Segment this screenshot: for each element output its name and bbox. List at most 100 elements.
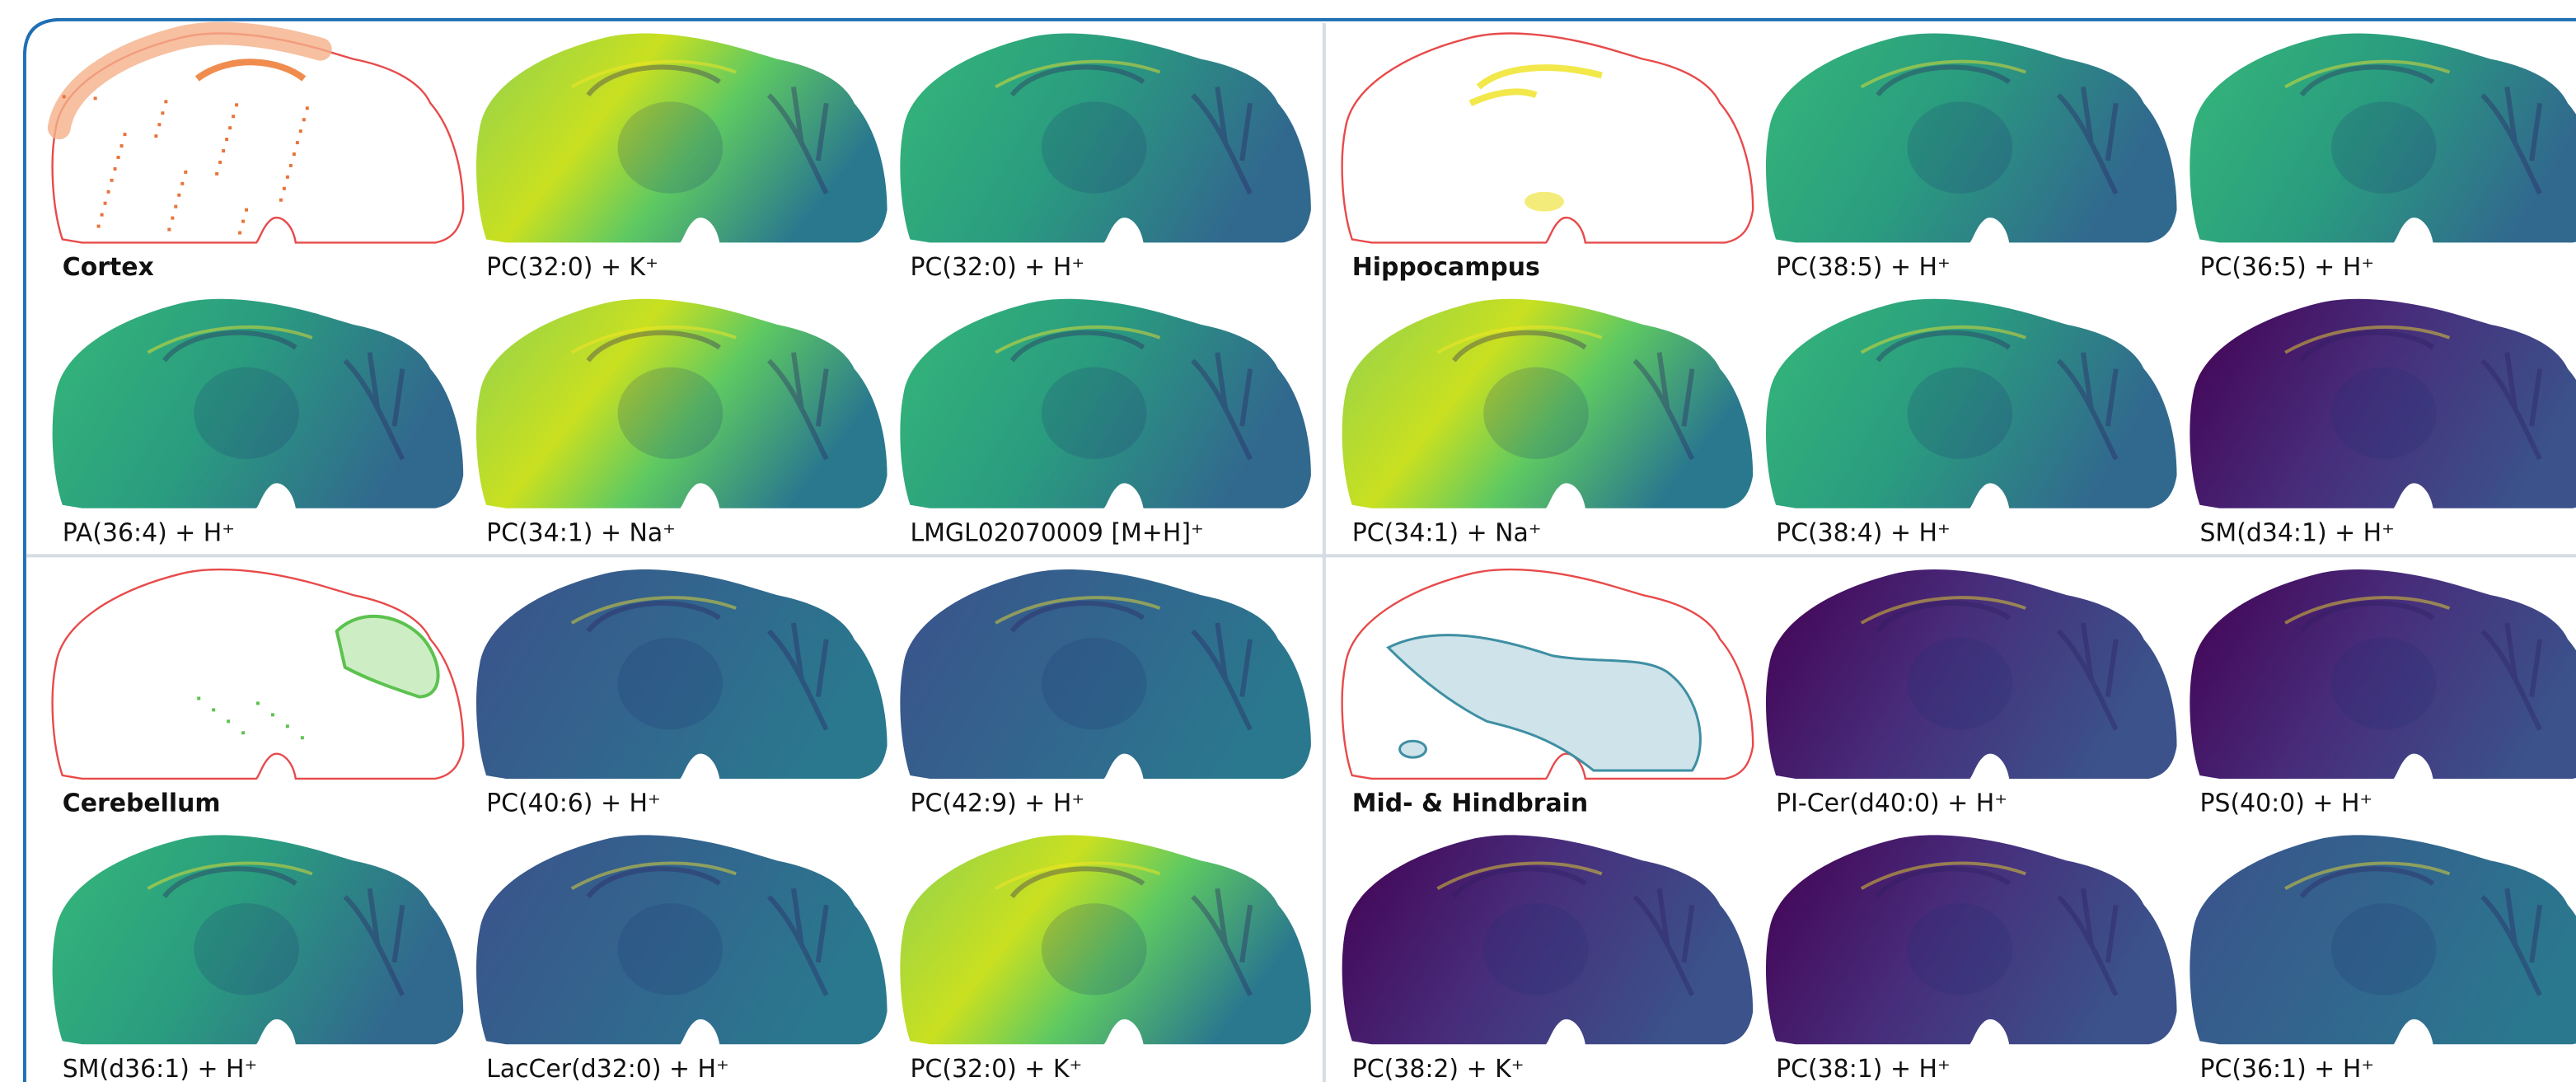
region-dot xyxy=(279,198,283,202)
region-dot xyxy=(96,224,101,228)
region-dot xyxy=(305,106,309,110)
image-structure xyxy=(2299,866,2543,996)
ion-label: PC(38:1) + H⁺ xyxy=(1776,1055,1951,1082)
brain-panel xyxy=(900,298,1311,508)
image-structure xyxy=(2330,367,2437,460)
region-dot xyxy=(241,219,246,223)
image-structure xyxy=(1876,866,2119,996)
region-dot xyxy=(174,204,178,208)
image-structure xyxy=(1041,903,1147,995)
image-structure xyxy=(570,861,737,890)
region-dot xyxy=(292,152,296,156)
brain-panel xyxy=(1341,32,1754,244)
image-structure xyxy=(586,601,829,731)
image-structure xyxy=(1041,101,1147,194)
brain-panel xyxy=(1342,298,1754,508)
brain-panel xyxy=(52,298,464,508)
image-structure xyxy=(617,101,724,194)
brain-panel xyxy=(2190,835,2576,1045)
image-structure xyxy=(995,596,1161,625)
image-structure xyxy=(995,325,1161,354)
image-structure xyxy=(586,866,829,996)
image-structure xyxy=(995,861,1161,890)
region-shape xyxy=(1525,191,1564,212)
region-shape xyxy=(1398,739,1427,759)
ion-label: PC(34:1) + Na⁺ xyxy=(1352,519,1542,548)
region-dot xyxy=(222,149,226,153)
region-dot xyxy=(177,193,181,197)
image-structure xyxy=(2284,596,2451,625)
region-dot xyxy=(212,708,216,712)
region-dot xyxy=(184,170,188,174)
image-structure xyxy=(2284,325,2451,354)
image-structure xyxy=(2284,59,2451,89)
ion-label: SM(d34:1) + H⁺ xyxy=(2199,519,2395,548)
region-dot xyxy=(227,719,231,724)
brain-panel xyxy=(475,569,888,779)
image-structure xyxy=(147,325,313,354)
ion-label: PA(36:4) + H⁺ xyxy=(63,519,235,548)
image-structure xyxy=(2299,64,2543,195)
brain-panel xyxy=(2190,569,2576,779)
ion-label: PC(40:6) + H⁺ xyxy=(486,789,661,818)
region-dot xyxy=(285,724,289,728)
region-label: Hippocampus xyxy=(1352,253,1540,282)
image-structure xyxy=(1876,601,2119,731)
ion-label: PS(40:0) + H⁺ xyxy=(2199,789,2372,818)
region-dot xyxy=(164,100,168,104)
image-structure xyxy=(570,59,737,89)
image-structure xyxy=(1451,866,1695,996)
ion-label: PC(32:0) + H⁺ xyxy=(910,253,1084,282)
ion-label: PI-Cer(d40:0) + H⁺ xyxy=(1776,789,2007,818)
image-structure xyxy=(162,330,405,461)
image-structure xyxy=(1436,861,1603,890)
region-dot xyxy=(123,133,127,137)
image-structure xyxy=(2330,637,2437,730)
region-dot xyxy=(180,181,185,185)
brain-panel xyxy=(900,569,1311,779)
brain-panel xyxy=(900,835,1311,1045)
brain-panel xyxy=(1765,569,2177,779)
image-structure xyxy=(1009,866,1253,996)
image-structure xyxy=(1436,325,1603,354)
region-dot xyxy=(256,701,260,705)
image-structure xyxy=(1009,601,1253,731)
region-outline xyxy=(47,21,332,140)
region-dot xyxy=(113,166,117,171)
image-structure xyxy=(1041,637,1147,730)
region-dot xyxy=(110,178,114,182)
brain-panel xyxy=(51,568,465,780)
region-dot xyxy=(106,190,110,194)
image-structure xyxy=(1907,101,2013,194)
image-structure xyxy=(1451,330,1695,461)
brain-panel xyxy=(1765,33,2177,243)
region-dot xyxy=(93,96,97,101)
image-structure xyxy=(1860,325,2026,354)
brain-panel xyxy=(1341,568,1754,780)
region-dot xyxy=(225,138,229,142)
image-structure xyxy=(1907,903,2013,995)
region-dot xyxy=(295,141,299,145)
brain-panel xyxy=(47,21,465,244)
region-dot xyxy=(119,144,124,148)
image-structure xyxy=(1009,330,1253,461)
image-structure xyxy=(617,367,724,460)
image-structure xyxy=(2330,101,2437,194)
region-dot xyxy=(167,227,171,232)
brain-panel xyxy=(900,33,1311,243)
ion-label: PC(36:1) + H⁺ xyxy=(2199,1055,2374,1082)
image-structure xyxy=(570,596,737,625)
brain-panel xyxy=(475,298,888,508)
region-dot xyxy=(241,731,246,735)
image-structure xyxy=(1876,330,2119,461)
ion-label: PC(42:9) + H⁺ xyxy=(910,789,1084,818)
ion-label: LMGL02070009 [M+H]⁺ xyxy=(910,519,1203,548)
ion-label: PC(38:5) + H⁺ xyxy=(1776,253,1951,282)
region-dot xyxy=(288,163,293,167)
ion-label: PC(32:0) + K⁺ xyxy=(910,1055,1082,1082)
image-structure xyxy=(1483,367,1589,460)
region-label: Cortex xyxy=(63,253,154,282)
region-dot xyxy=(62,95,66,99)
region-dot xyxy=(238,231,242,235)
